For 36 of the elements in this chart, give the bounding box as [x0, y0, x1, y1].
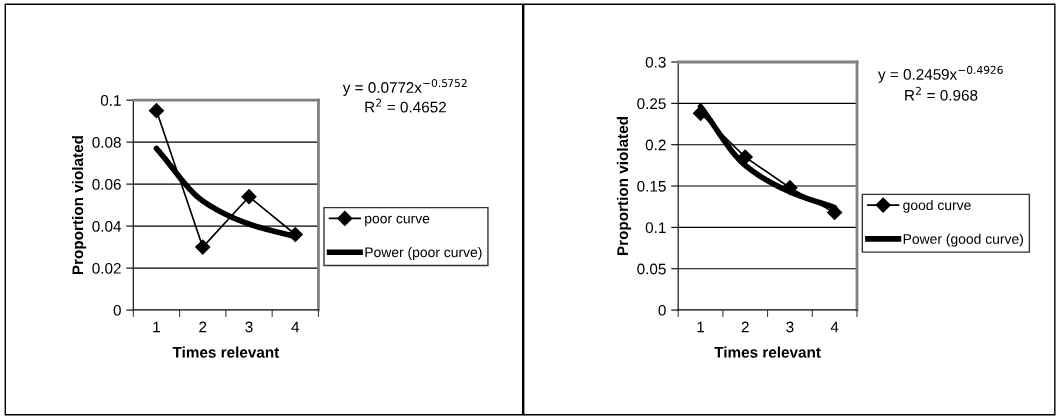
y-tick-label: 0.1 — [645, 222, 666, 234]
x-axis-title: Times relevant — [714, 346, 821, 358]
y-tick-label: 0.06 — [92, 178, 121, 190]
y-tick-label: 0 — [113, 304, 121, 316]
legend-label: Power (good curve) — [903, 233, 1023, 247]
y-tick-label: 0.15 — [637, 180, 666, 192]
text: R$^{2}$ = 0.4652 — [365, 98, 446, 113]
point — [241, 189, 257, 205]
y-tick-label: 0.08 — [92, 136, 121, 148]
x-axis-title: Times relevant — [172, 346, 280, 358]
y-tick-label: 0.02 — [92, 262, 121, 274]
y-tick-label: 0.1 — [100, 95, 121, 106]
y-tick-label: 0.3 — [645, 56, 666, 68]
y-axis-title: Proportion violated — [616, 117, 632, 256]
x-tick-label: 3 — [245, 321, 253, 333]
x-tick-label: 1 — [153, 321, 160, 333]
x-tick-label: 4 — [291, 321, 300, 333]
legend-label: good curve — [903, 199, 971, 213]
x-tick-label: 2 — [741, 321, 749, 333]
x-tick-label: 4 — [830, 321, 839, 333]
y-tick-label: 0.25 — [637, 98, 666, 110]
y-tick-label: 0.04 — [92, 220, 122, 232]
text: y = 0.0772x$^{−0.5752}$ — [342, 78, 467, 96]
y-tick-label: 0.05 — [637, 263, 666, 275]
text: R$^{2}$ = 0.968 — [905, 86, 978, 101]
legend-label: poor curve — [365, 215, 430, 227]
y-tick-label: 0 — [658, 304, 666, 316]
x-tick-label: 2 — [199, 321, 207, 333]
text: y = 0.2459x$^{−0.4926}$ — [878, 65, 1003, 83]
legend-label: Power (poor curve) — [365, 247, 482, 260]
point — [195, 239, 211, 255]
x-tick-label: 3 — [786, 321, 794, 333]
y-axis-title: Proportion violated — [71, 136, 87, 275]
x-tick-label: 1 — [697, 321, 705, 333]
point — [148, 103, 165, 119]
y-tick-label: 0.2 — [645, 139, 666, 151]
